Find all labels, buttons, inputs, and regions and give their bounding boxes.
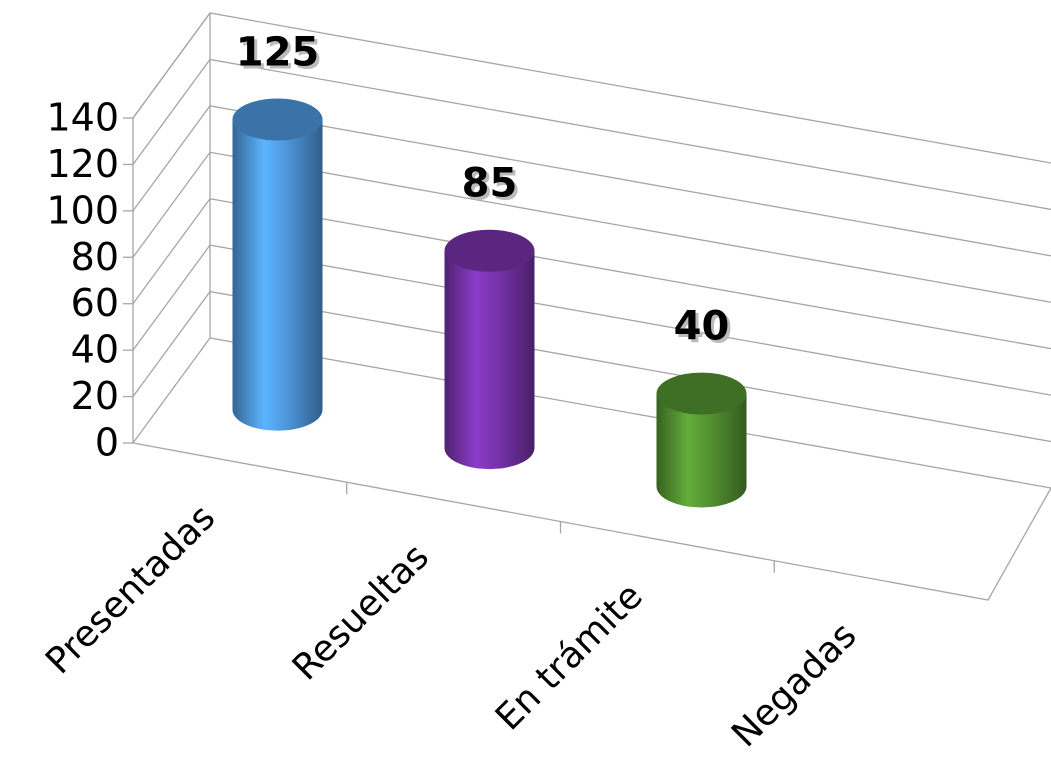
y-tick-label: 120: [46, 142, 119, 186]
y-tick-label: 100: [46, 188, 119, 232]
value-label-shadow: 125: [239, 33, 323, 79]
y-tick-label: 20: [71, 374, 119, 418]
x-tick-label: En trámite: [488, 576, 651, 739]
bar-top: [232, 98, 323, 141]
x-tick-label: Resueltas: [285, 536, 437, 688]
y-tick-label: 40: [71, 328, 119, 372]
bar-body: [444, 250, 535, 470]
value-label-shadow: 40: [677, 307, 733, 353]
y-tick-label: 60: [71, 281, 119, 325]
value-label: 85: [462, 161, 518, 207]
value-label: 40: [674, 304, 730, 350]
value-label: 125: [236, 30, 320, 76]
bar-top: [444, 229, 535, 272]
y-tick-label: 80: [71, 235, 119, 279]
bar: [232, 98, 323, 431]
axis-line: [132, 12, 211, 119]
x-tick-label: Negadas: [724, 615, 864, 755]
y-tick-label: 0: [95, 421, 119, 465]
bar-body: [232, 119, 323, 431]
bar-body: [656, 393, 747, 508]
bar-top: [656, 372, 747, 415]
value-label-shadow: 85: [465, 164, 521, 210]
bar: [444, 229, 535, 470]
y-tick-label: 140: [46, 96, 119, 140]
bar: [656, 372, 747, 508]
x-tick-label: Presentadas: [38, 497, 223, 682]
